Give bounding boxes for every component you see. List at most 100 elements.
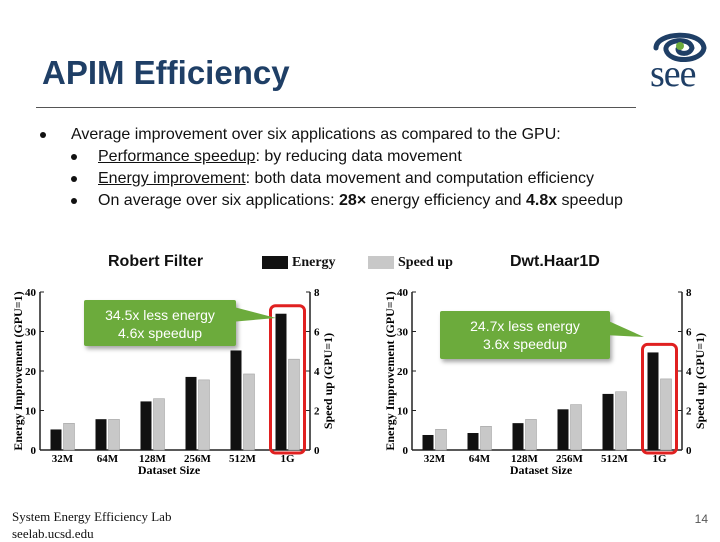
y-tick-label: 40 xyxy=(25,287,37,299)
chart-robert-filter: 0 10 20 30 40 0 2 4 6 8 Energy Improvement (GPU=1)… xyxy=(11,287,335,477)
bar-speedup-256M xyxy=(570,404,582,451)
y-tick-label: 10 xyxy=(25,406,37,418)
callout-line: 34.5x less energy xyxy=(105,307,215,323)
y2-tick-label: 8 xyxy=(686,287,692,299)
y2-tick-label: 4 xyxy=(686,366,692,378)
bar-energy-128M xyxy=(512,423,524,450)
bullet-dot xyxy=(40,132,46,138)
chart-title-dwt: Dwt.Haar1D xyxy=(510,253,600,270)
y2-axis-label: Speed up (GPU=1) xyxy=(321,333,335,429)
legend-energy: Energy xyxy=(262,255,336,271)
y-tick-label: 40 xyxy=(397,287,409,299)
bar-energy-1G xyxy=(275,313,287,450)
bullet-underlined: Energy improvement xyxy=(98,170,246,187)
bar-energy-64M xyxy=(95,419,107,450)
bullet-dot xyxy=(71,198,77,204)
y-tick-label: 20 xyxy=(25,366,37,378)
y-tick-label: 0 xyxy=(31,445,37,457)
bullet-list: Average improvement over six application… xyxy=(40,124,623,212)
bullet-text: On average over six applications: xyxy=(98,192,340,209)
slide-title: APIM Efficiency xyxy=(42,54,290,91)
x-tick-label: 512M xyxy=(601,453,629,465)
bullet-bold: 28× xyxy=(339,192,367,209)
bar-energy-64M xyxy=(467,433,479,450)
x-tick-label: 64M xyxy=(469,453,491,465)
legend-speedup-swatch xyxy=(368,256,394,270)
legend-energy-label: Energy xyxy=(292,255,336,270)
x-tick-label: 32M xyxy=(52,453,74,465)
y-tick-label: 30 xyxy=(25,327,37,339)
page-number: 14 xyxy=(694,512,708,526)
callout-line: 3.6x speedup xyxy=(482,336,568,352)
callout-line: 24.7x less energy xyxy=(470,318,580,334)
x-tick-label: 32M xyxy=(424,453,446,465)
footer-lab-name: System Energy Efficiency Lab xyxy=(12,509,172,524)
highlight-box-1G xyxy=(641,342,678,455)
bar-energy-32M xyxy=(422,434,434,450)
x-tick-label: 256M xyxy=(184,453,212,465)
y-axis-label: Energy Improvement (GPU=1) xyxy=(383,291,397,450)
callout-pointer-robert xyxy=(230,306,276,322)
y-axis-label: Energy Improvement (GPU=1) xyxy=(11,291,25,450)
title-divider xyxy=(36,107,636,108)
bullet-sub: Energy improvement: both data movement a… xyxy=(40,168,623,190)
chart-dwt-haar1d: 0 10 20 30 40 0 2 4 6 8 Energy Improvement (GPU=1)… xyxy=(383,287,707,477)
bullet-dot xyxy=(71,154,77,160)
bullet-sub: Performance speedup: by reducing data mo… xyxy=(40,146,623,168)
bullet-dot xyxy=(71,176,77,182)
bar-speedup-64M xyxy=(480,426,492,451)
legend-energy-swatch xyxy=(262,256,288,270)
x-tick-label: 64M xyxy=(97,453,119,465)
y2-tick-label: 6 xyxy=(686,327,692,339)
y2-tick-label: 6 xyxy=(314,327,320,339)
y2-tick-label: 4 xyxy=(314,366,320,378)
y2-tick-label: 0 xyxy=(686,445,692,457)
callout-line: 4.6x speedup xyxy=(117,325,203,341)
bar-speedup-64M xyxy=(108,419,120,451)
bullet-text: : both data movement and computation eff… xyxy=(245,170,594,187)
y-tick-label: 0 xyxy=(403,445,409,457)
chart-title-robert: Robert Filter xyxy=(108,253,204,270)
y-tick-label: 20 xyxy=(397,366,409,378)
logo-dot xyxy=(676,42,684,50)
bar-speedup-32M xyxy=(435,429,447,451)
x-tick-label: 256M xyxy=(556,453,584,465)
bullet-sub: On average over six applications: 28× en… xyxy=(40,190,623,212)
bullet-text: energy efficiency and xyxy=(366,192,526,209)
x-axis-label: Dataset Size xyxy=(138,463,201,477)
x-tick-label: 1G xyxy=(652,453,667,465)
y-tick-label: 10 xyxy=(397,406,409,418)
logo-text: see xyxy=(650,53,697,95)
bar-energy-512M xyxy=(230,350,242,450)
bar-speedup-512M xyxy=(615,391,627,451)
y2-tick-label: 2 xyxy=(314,406,320,418)
bar-energy-128M xyxy=(140,401,152,450)
bullet-text: speedup xyxy=(557,192,623,209)
bar-speedup-256M xyxy=(198,379,210,451)
bar-speedup-32M xyxy=(63,423,75,451)
bar-energy-256M xyxy=(185,376,197,450)
bar-speedup-1G xyxy=(288,358,300,451)
bar-speedup-1G xyxy=(660,378,672,451)
callout-robert: 34.5x less energy 4.6x speedup xyxy=(84,300,236,346)
bar-energy-512M xyxy=(602,393,614,450)
callout-dwt: 24.7x less energy 3.6x speedup xyxy=(440,311,610,359)
bullet-underlined: Performance speedup xyxy=(98,148,256,165)
legend-speedup-label: Speed up xyxy=(398,255,453,270)
x-axis-label: Dataset Size xyxy=(510,463,573,477)
bar-energy-1G xyxy=(647,352,659,450)
logo-swirl xyxy=(653,32,707,62)
x-tick-label: 512M xyxy=(229,453,257,465)
legend-speedup: Speed up xyxy=(368,255,453,271)
y2-tick-label: 8 xyxy=(314,287,320,299)
bar-speedup-512M xyxy=(243,373,255,451)
see-lab-logo xyxy=(653,32,707,62)
bar-speedup-128M xyxy=(153,398,165,451)
bar-energy-32M xyxy=(50,429,62,450)
y2-tick-label: 0 xyxy=(314,445,320,457)
footer-url: seelab.ucsd.edu xyxy=(12,526,94,541)
bullet-main: Average improvement over six application… xyxy=(40,124,623,146)
x-tick-label: 128M xyxy=(511,453,539,465)
x-tick-label: 1G xyxy=(280,453,295,465)
highlight-box-1G xyxy=(269,304,306,455)
